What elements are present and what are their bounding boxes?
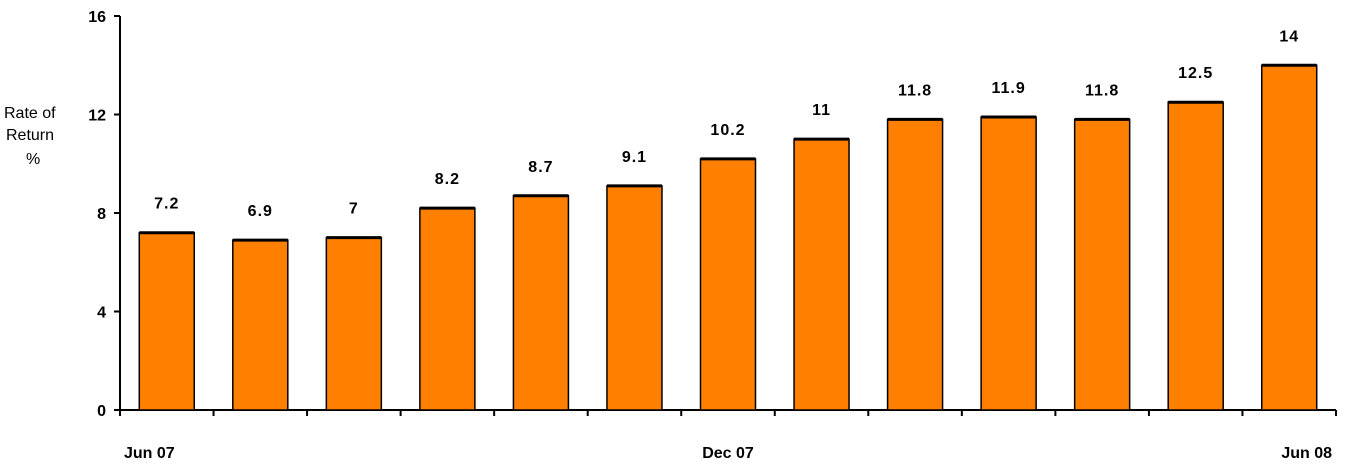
bar: [793, 138, 850, 411]
bar-value-label: 10.2: [710, 122, 745, 139]
y-axis-ticks: 0 4 8 12 16: [88, 9, 120, 420]
bar-value-label: 14: [1279, 28, 1299, 45]
bar-value-label: 11.8: [1085, 82, 1119, 99]
bars: [138, 63, 1318, 411]
bar: [512, 195, 570, 411]
bar-value-label: 11: [812, 102, 831, 119]
bar-value-label: 7.2: [154, 196, 179, 213]
bar: [1260, 64, 1318, 411]
y-tick-label: 12: [88, 108, 106, 125]
bar-value-label: 11.8: [898, 82, 932, 99]
bar: [699, 158, 757, 411]
bar-value-label: 11.9: [991, 80, 1025, 97]
bar: [232, 239, 289, 411]
y-tick-label: 16: [88, 9, 106, 26]
x-tick-label: Dec 07: [702, 445, 754, 462]
bar: [325, 236, 383, 411]
y-axis-label-line-3: %: [26, 151, 40, 168]
bar: [1167, 101, 1224, 411]
y-tick-label: 8: [97, 206, 106, 223]
y-axis-label-line-1: Rate of: [4, 105, 56, 122]
bar: [1073, 118, 1131, 411]
x-tick-label: Jun 08: [1281, 445, 1332, 462]
bar-value-label: 12.5: [1178, 65, 1213, 82]
bar-value-label: 7: [349, 201, 359, 218]
bar: [606, 185, 663, 411]
x-tick-label: Jun 07: [124, 445, 175, 462]
y-axis-label: Rate of Return %: [4, 105, 56, 168]
y-axis-label-line-2: Return: [6, 127, 54, 144]
bar-value-label: 6.9: [248, 203, 273, 220]
x-axis-ticks: Jun 07 Dec 07 Jun 08: [119, 410, 1337, 462]
bar-value-label: 8.2: [435, 171, 460, 188]
y-tick-label: 0: [97, 403, 106, 420]
bar-value-label: 8.7: [528, 159, 553, 176]
value-labels: 7.2 6.9 7 8.2 8.7 9.1 10.2 11 11.8 11.9 11.8 12.5 14: [154, 28, 1299, 220]
bar: [419, 207, 476, 411]
bar: [980, 116, 1037, 411]
y-tick-label: 4: [97, 305, 106, 322]
bar: [138, 231, 196, 411]
bar-value-label: 9.1: [622, 149, 647, 166]
bar: [886, 118, 944, 411]
